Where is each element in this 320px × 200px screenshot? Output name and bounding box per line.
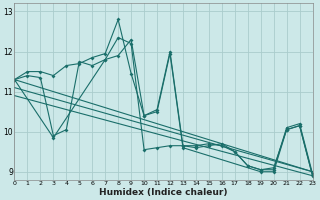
X-axis label: Humidex (Indice chaleur): Humidex (Indice chaleur) xyxy=(99,188,228,197)
